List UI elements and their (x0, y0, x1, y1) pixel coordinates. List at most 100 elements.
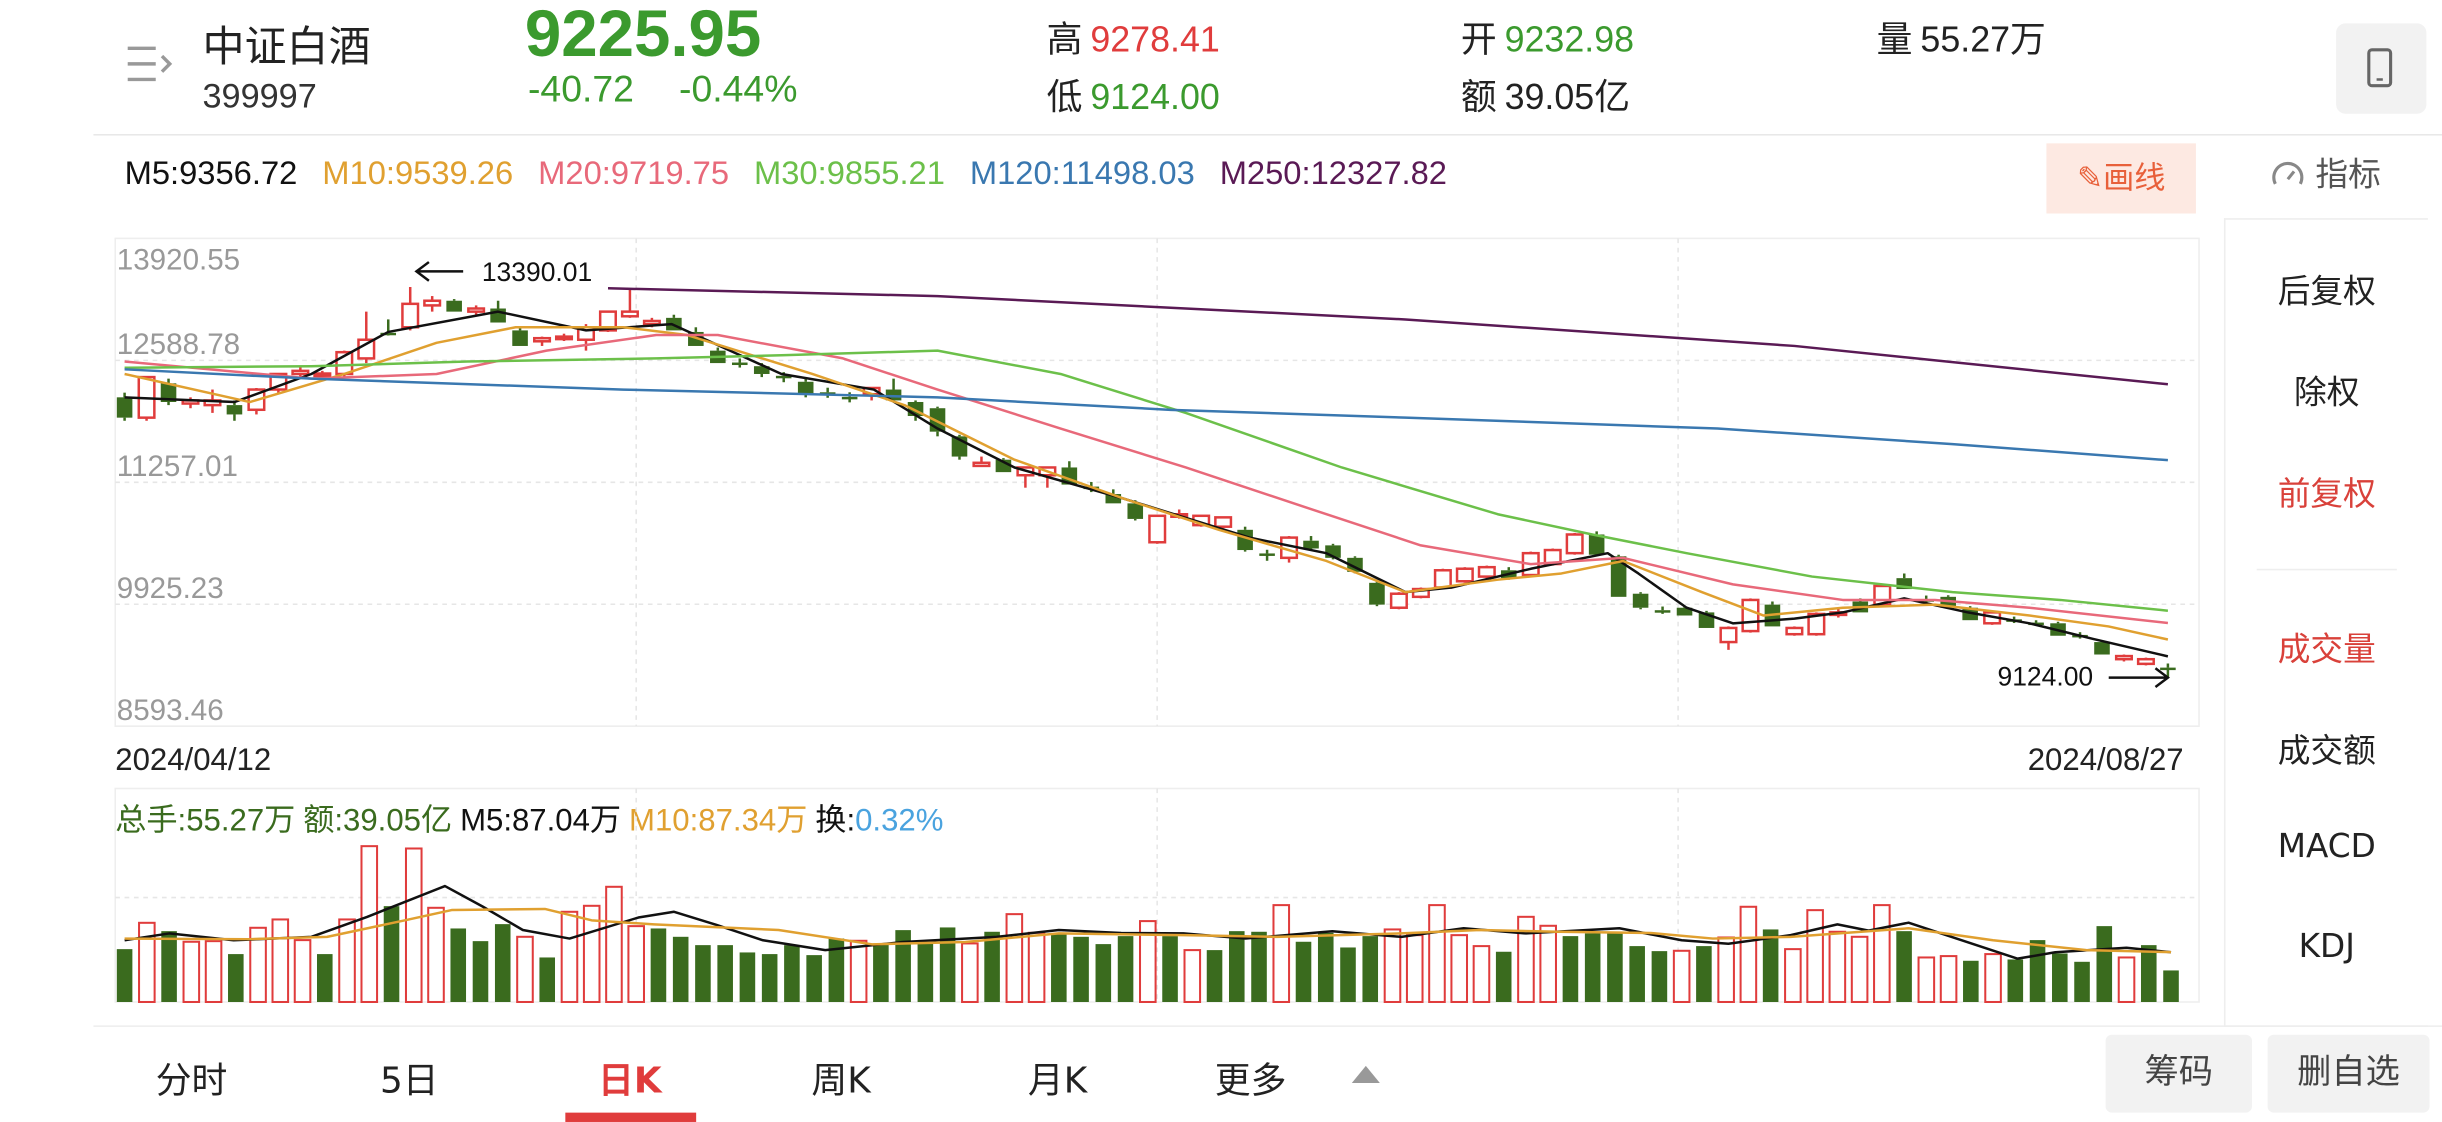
volume-label: 量 (1876, 20, 1913, 61)
volume-bar (1806, 909, 1824, 1003)
candle (1741, 598, 1760, 633)
volume-bar (1228, 931, 1245, 1002)
candle (885, 378, 902, 401)
volume-bar (1495, 951, 1512, 1002)
side-option[interactable]: 前复权 (2277, 475, 2376, 513)
side-option[interactable]: KDJ (2298, 927, 2355, 965)
low-value: 9124.00 (1090, 76, 1220, 117)
tab-1[interactable]: 5日 (380, 1061, 439, 1102)
candle (357, 311, 376, 364)
volume-m5: M5:87.04万 (460, 804, 622, 839)
side-option[interactable]: 成交量 (2277, 631, 2376, 669)
volume-bar (1762, 929, 1779, 1002)
chips-button[interactable]: 筹码 (2105, 1034, 2253, 1113)
side-option[interactable]: 成交额 (2277, 732, 2376, 770)
volume-bar (1607, 933, 1623, 1002)
tab-4[interactable]: 月K (1027, 1061, 1088, 1102)
volume-bar (1873, 904, 1891, 1003)
side-option[interactable]: 后复权 (2277, 272, 2376, 311)
volume-bar (917, 942, 934, 1002)
candle (819, 387, 836, 398)
candle (1105, 489, 1122, 504)
volume-bar (1562, 936, 1579, 1002)
volume-bar (961, 942, 979, 1003)
volume-bar (539, 957, 556, 1002)
header-divider (93, 134, 2442, 136)
indicator-label: 指标 (2315, 155, 2381, 194)
volume-bar (360, 845, 379, 1003)
volume-bar (1317, 932, 1334, 1002)
volume-bar (472, 941, 489, 1002)
volume-bar (627, 925, 645, 1003)
current-price: 9225.95 (524, 0, 762, 71)
volume-bar (516, 935, 534, 1003)
volume-value: 55.27万 (1920, 18, 2046, 60)
volume-bar (2029, 940, 2046, 1002)
candle (731, 358, 748, 368)
turnover-label: 换: (815, 804, 856, 839)
kline-chart[interactable]: 13920.55 12588.78 11257.01 9925.23 8593.46 13… (0, 218, 2212, 748)
volume-bar (316, 954, 333, 1002)
phone-rotate-icon (2367, 48, 2393, 88)
indicator-button[interactable]: 指标 (2271, 150, 2381, 197)
side-option[interactable]: 除权 (2294, 373, 2360, 412)
candle (598, 310, 617, 332)
candle (841, 392, 858, 403)
triangle-up-icon[interactable] (1351, 1065, 1380, 1084)
volume-bar (1963, 960, 1979, 1002)
volume-bar (1383, 928, 1402, 1003)
volume-bar (560, 910, 579, 1003)
high-stat: 高 9278.41 (1047, 9, 1220, 62)
y-tick-label: 12588.78 (117, 328, 240, 361)
candle (1654, 606, 1671, 614)
open-stat: 开 9232.98 (1461, 9, 1634, 62)
candle (160, 378, 177, 406)
draw-line-label: 画线 (2103, 158, 2166, 197)
remove-watchlist-button[interactable]: 删自选 (2267, 1034, 2430, 1113)
volume-bar (2096, 926, 2113, 1002)
candle (1785, 626, 1804, 636)
volume-bar (1340, 947, 1356, 1002)
candle (972, 456, 991, 468)
volume-bar (1251, 931, 1267, 1002)
volume-bar (249, 926, 267, 1003)
volume-stat: 量 55.27万 (1877, 9, 2046, 62)
volume-bar (2074, 961, 2090, 1002)
volume-bar (1739, 905, 1758, 1003)
volume-bar (383, 906, 400, 1002)
menu-arrow-icon[interactable] (125, 44, 175, 85)
gauge-icon (2272, 161, 2304, 185)
rotate-screen-button[interactable] (2336, 23, 2427, 114)
volume-bar (1206, 950, 1223, 1002)
candle (512, 327, 528, 346)
volume-bar (1162, 936, 1178, 1002)
volume-bar (1095, 944, 1112, 1002)
volume-bar (1295, 941, 1312, 1002)
ma-legend: M5:9356.72 M10:9539.26 M20:9719.75 M30:9855… (125, 156, 1472, 193)
open-value: 9232.98 (1504, 18, 1635, 60)
candle (1632, 592, 1649, 610)
turnover-value: 0.32% (855, 804, 944, 839)
draw-line-button[interactable]: ✎画线 (2046, 143, 2196, 214)
volume-bar (1984, 953, 2002, 1003)
volume-chart[interactable] (0, 779, 2212, 1016)
volume-bar (138, 921, 156, 1003)
stock-name: 中证白酒 (202, 23, 371, 72)
candle (1369, 581, 1385, 607)
tab-3[interactable]: 周K (811, 1061, 871, 1102)
tab-5[interactable]: 更多 (1214, 1061, 1287, 1102)
tab-0[interactable]: 分时 (155, 1061, 228, 1102)
tab-2[interactable]: 日K (598, 1061, 662, 1102)
low-label: 低 (1046, 77, 1083, 119)
high-label: 高 (1046, 20, 1083, 61)
y-tick-label: 11257.01 (117, 450, 238, 483)
high-value: 9278.41 (1090, 18, 1220, 60)
active-tab-indicator (565, 1112, 697, 1122)
volume-bar (717, 945, 733, 1002)
volume-bar (650, 928, 667, 1002)
candle (1719, 626, 1738, 650)
side-option[interactable]: MACD (2277, 827, 2376, 865)
max-marker-label: 13390.01 (482, 257, 592, 287)
volume-bar (895, 930, 911, 1002)
volume-bar (1651, 951, 1668, 1002)
